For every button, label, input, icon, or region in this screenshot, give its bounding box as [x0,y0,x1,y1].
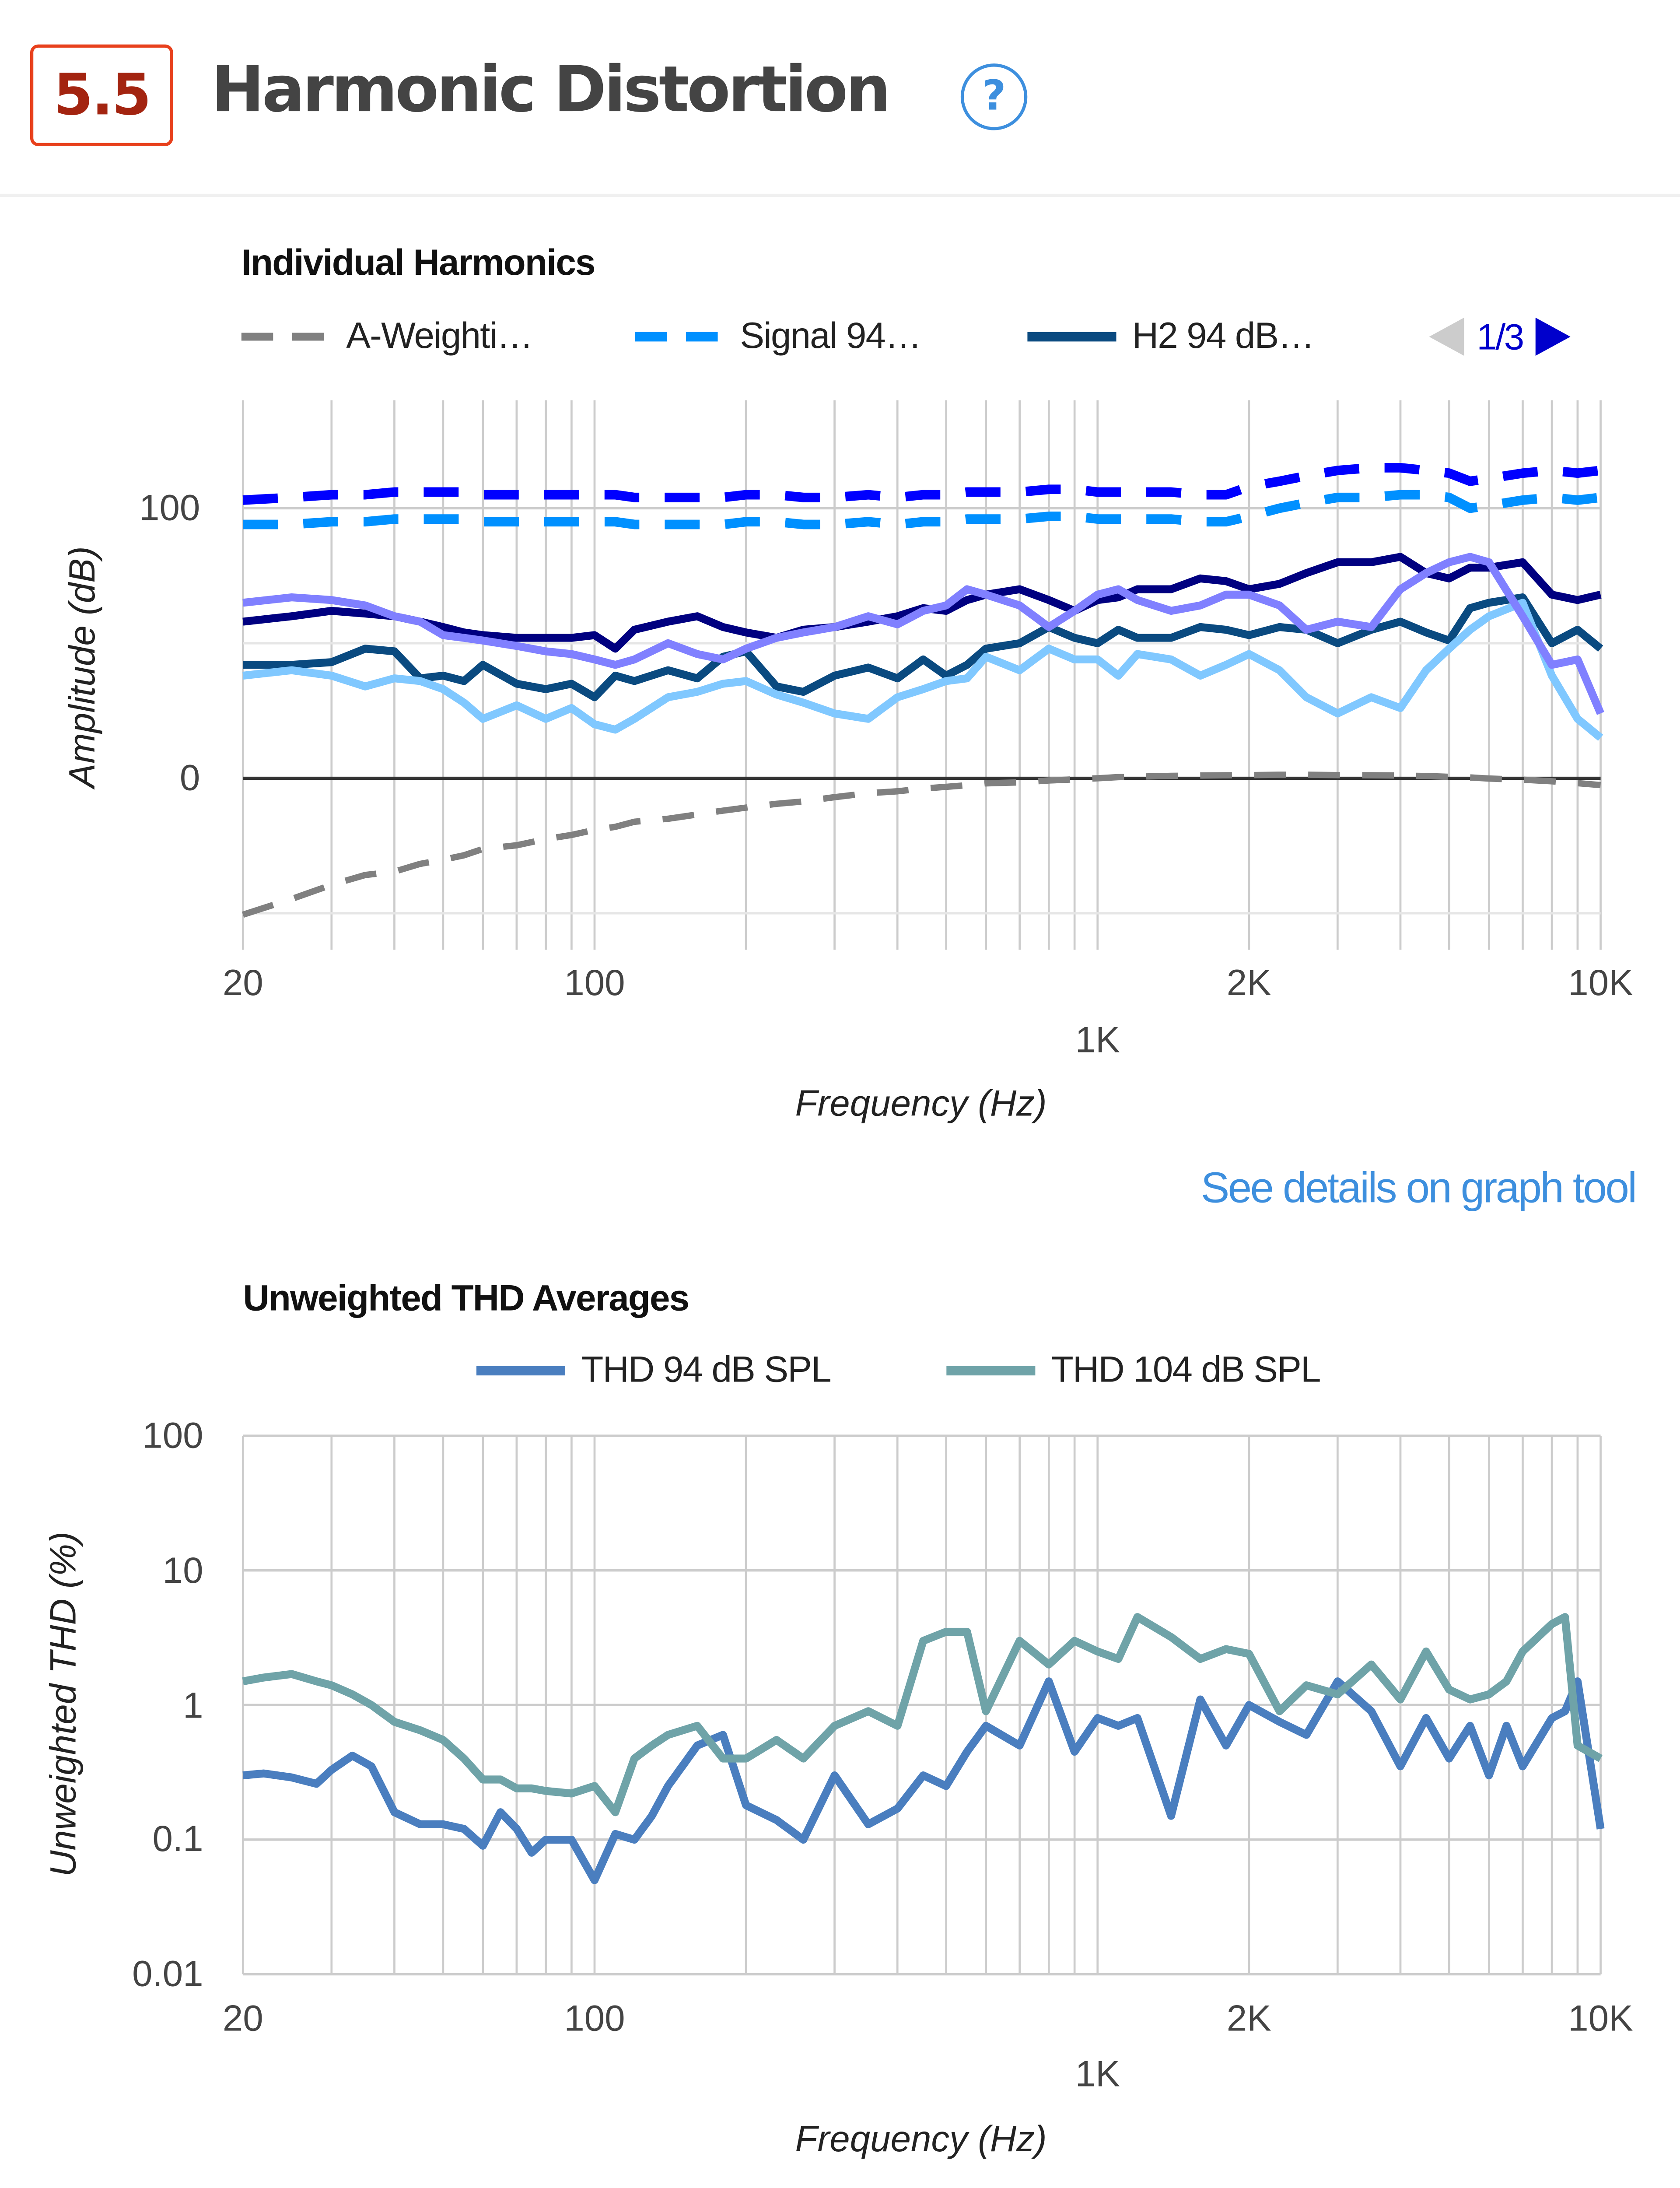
legend-label: Signal 94… [740,314,921,356]
series-line-thd-104-db-spl[interactable] [242,1613,1603,1816]
legend-item-signal-94[interactable]: Signal 94… [635,314,922,358]
legend-pager: 1/3 [1426,315,1573,359]
chart2-y-axis-title: Unweighted THD (%) [42,1532,84,1877]
series-line-thd-94-db-spl[interactable] [242,1677,1605,1884]
legend-item-thd-94[interactable]: THD 94 dB SPL [476,1348,832,1391]
x-tick-label: 20 [222,1997,263,2039]
legend-swatch-solid-teal [946,1365,1036,1375]
y-tick-label: 100 [142,1414,203,1456]
triangle-right-icon[interactable] [1532,315,1573,359]
x-tick-label: 2K [1226,1997,1271,2039]
legend-label: THD 94 dB SPL [581,1348,831,1390]
x-tick-label: 1K [1075,1019,1120,1060]
y-tick-label: 0.01 [132,1953,203,1994]
x-tick-label: 10K [1568,1997,1633,2039]
legend-label: THD 104 dB SPL [1051,1348,1321,1390]
legend-item-h2-94[interactable]: H2 94 dB… [1027,314,1315,358]
x-tick-label: 2K [1226,961,1271,1003]
series-line-signal-94-db-spl[interactable] [243,490,1601,529]
x-tick-label: 1K [1075,2053,1120,2094]
individual-harmonics-chart [242,400,1604,950]
series-line-h2-104-db-spl[interactable] [242,553,1602,653]
legend-swatch-dashed-gray [241,332,330,340]
x-tick-label: 100 [564,961,625,1003]
series-line-h2-94-db-spl[interactable] [243,593,1603,701]
chart1-x-axis-title: Frequency (Hz) [795,1082,1047,1124]
question-circle-icon[interactable]: ? [960,63,1028,130]
x-tick-label: 100 [564,1997,625,2039]
score-value: 5.5 [53,63,151,128]
chart2-title: Unweighted THD Averages [243,1277,690,1318]
y-tick-label: 1 [183,1683,203,1725]
legend-swatch-solid-blue [476,1365,566,1375]
y-tick-label: 0 [179,757,200,798]
y-tick-label: 100 [139,487,200,528]
legend-label: H2 94 dB… [1132,314,1315,356]
x-tick-label: 20 [222,961,263,1003]
x-tick-label: 10K [1568,961,1633,1003]
y-tick-label: 10 [162,1549,203,1591]
score-badge: 5.5 [30,44,173,146]
series-line-h3-104-db-spl[interactable] [242,553,1604,715]
series-line-signal-104-db-spl[interactable] [242,463,1601,505]
y-tick-label: 0.1 [152,1818,203,1860]
legend-page-indicator: 1/3 [1477,315,1524,357]
see-details-graph-tool-link-1[interactable]: See details on graph tool [1200,1164,1637,1212]
chart1-title: Individual Harmonics [241,241,596,283]
section-title: Harmonic Distortion [211,54,891,127]
legend-label: A-Weighti… [346,314,533,356]
header-divider [0,193,1680,197]
legend-swatch-solid-darkblue [1027,331,1116,341]
legend-item-thd-104[interactable]: THD 104 dB SPL [946,1348,1321,1391]
legend-swatch-dashed-blue [635,331,724,341]
series-line-h3-94-db-spl[interactable] [242,599,1603,741]
chart2-x-axis-title: Frequency (Hz) [795,2118,1047,2160]
triangle-left-icon[interactable] [1426,315,1467,359]
series-line-a-weighting[interactable] [242,771,1601,918]
legend-item-a-weighting[interactable]: A-Weighti… [241,314,533,358]
